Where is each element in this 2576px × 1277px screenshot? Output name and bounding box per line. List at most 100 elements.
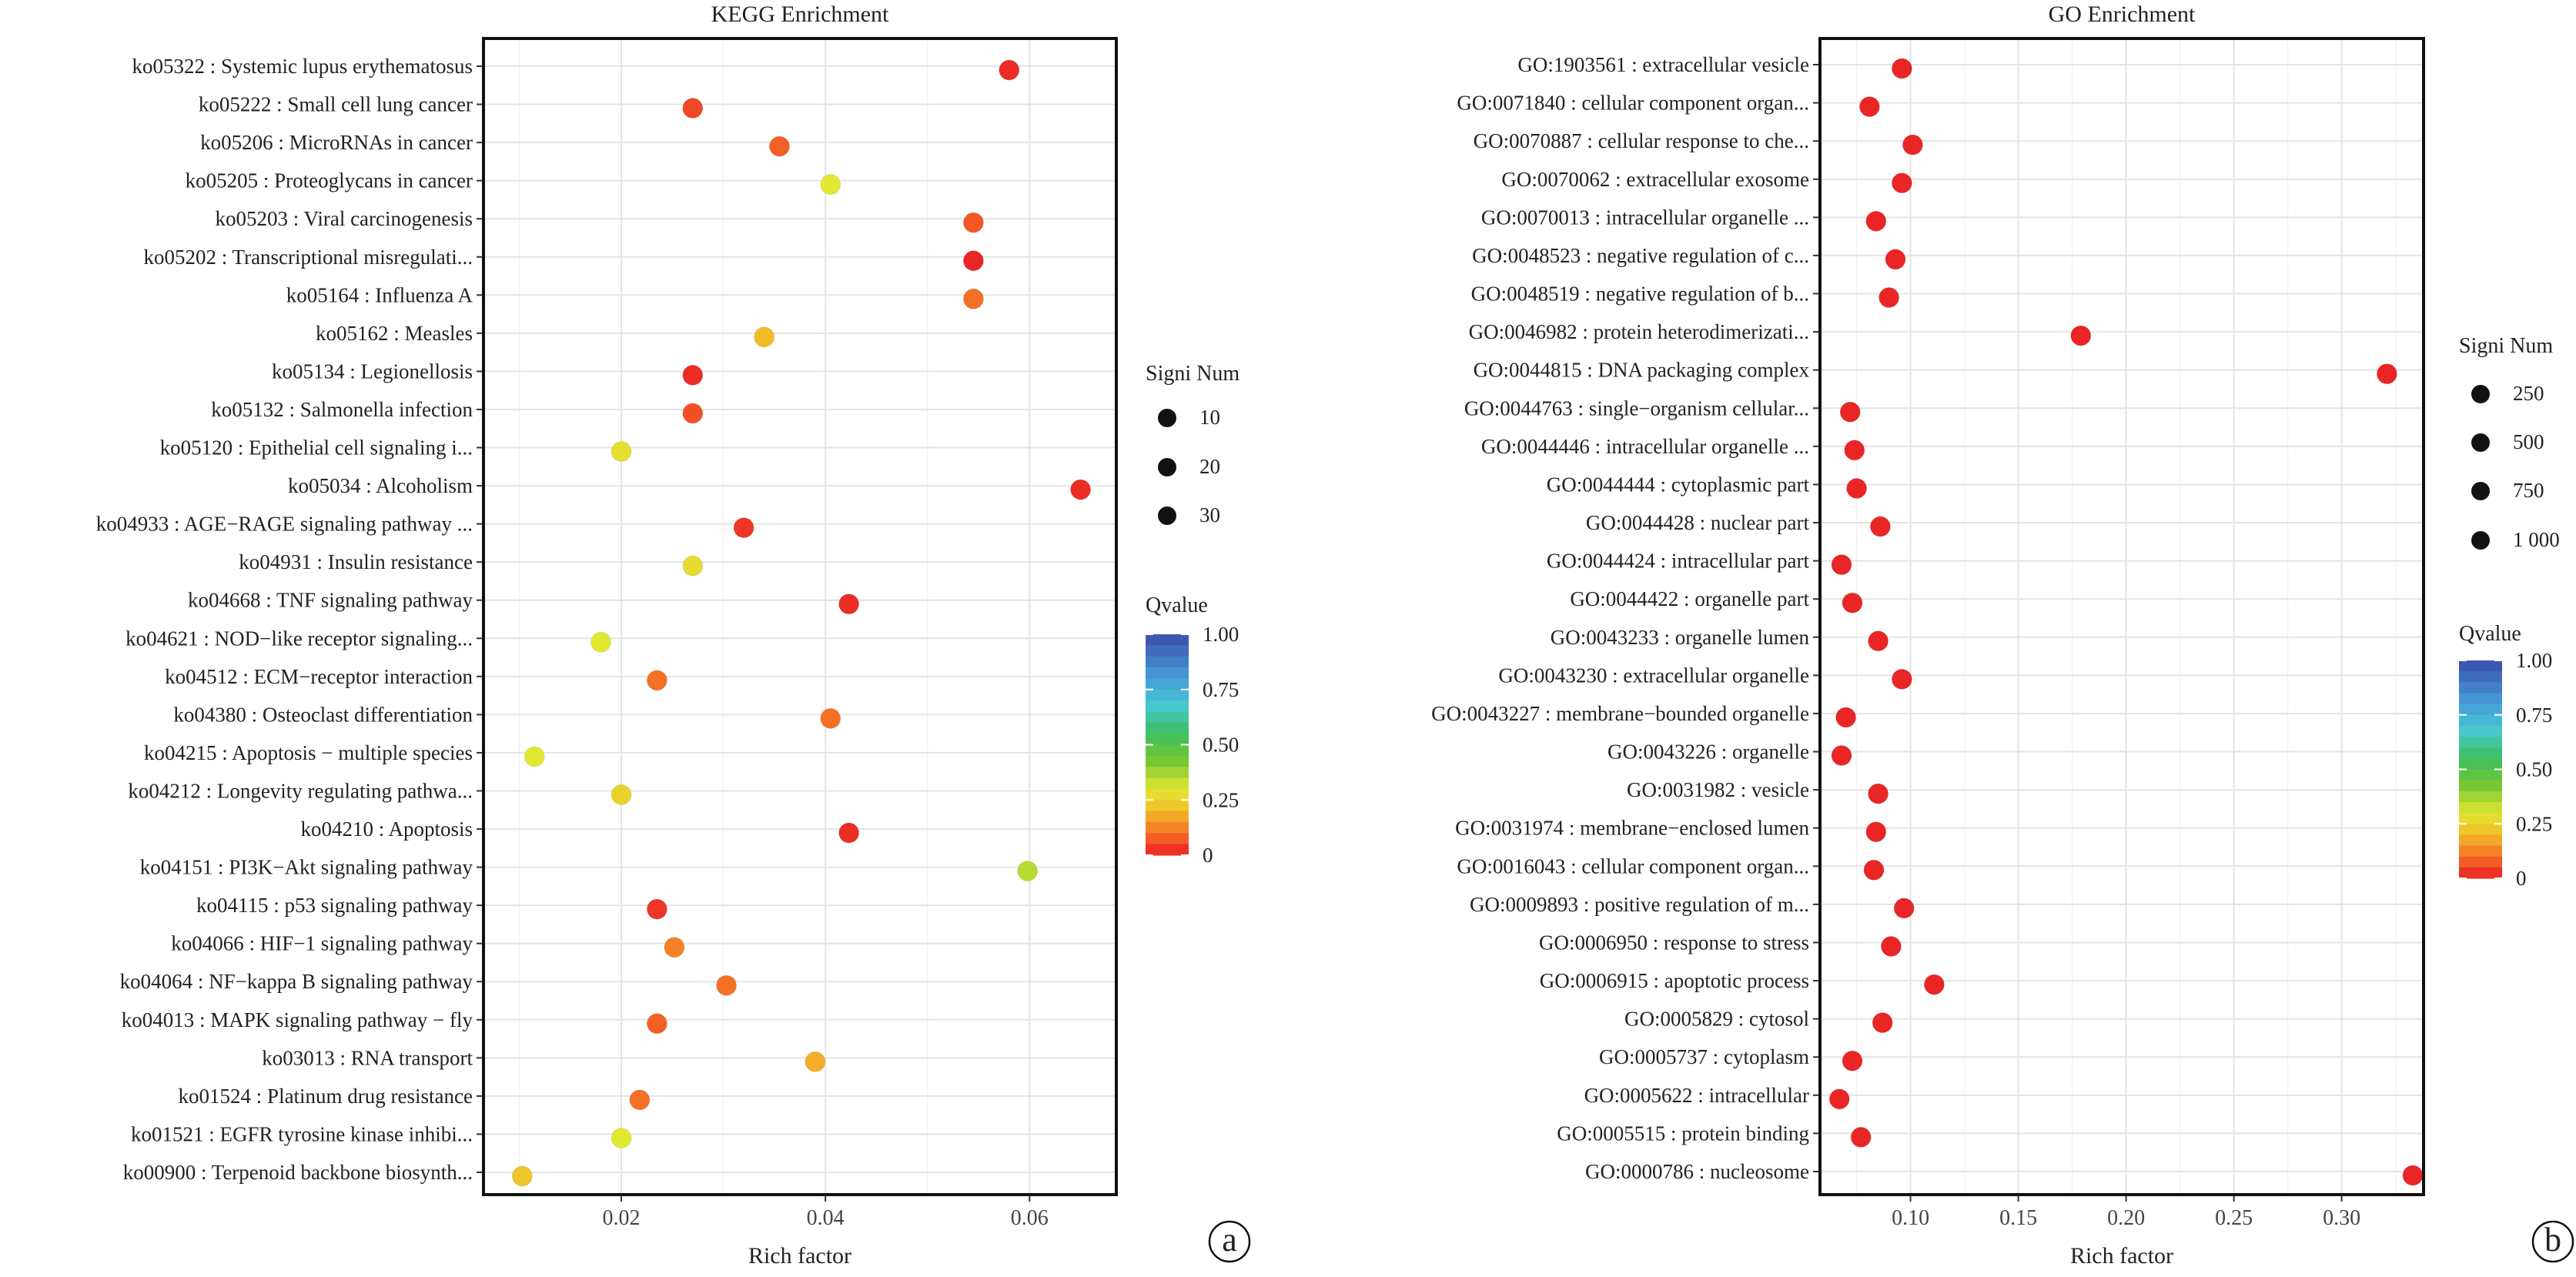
data-point — [1839, 401, 1861, 423]
qvalue-colorbar-segment — [2459, 747, 2502, 759]
qvalue-colorbar-segment — [2459, 769, 2502, 781]
kegg-points — [511, 59, 1092, 1187]
y-category-label: GO:0044424 : intracellular part — [1547, 550, 1810, 573]
data-point — [1863, 859, 1885, 881]
y-category-label: GO:0005829 : cytosol — [1624, 1008, 1809, 1031]
data-point — [754, 326, 775, 348]
data-point — [1868, 783, 1889, 804]
qvalue-colorbar-segment — [1146, 788, 1189, 801]
data-point — [820, 174, 841, 196]
x-tick-label: 0.30 — [2323, 1206, 2360, 1230]
data-point — [1923, 974, 1945, 995]
kegg-panel-label-circle — [1208, 1220, 1251, 1263]
data-point — [1865, 210, 1887, 232]
qvalue-colorbar-segment — [1146, 722, 1189, 734]
qvalue-colorbar-segment — [1146, 844, 1189, 856]
data-point — [1070, 479, 1092, 500]
y-category-label: ko05322 : Systemic lupus erythematosus — [132, 55, 473, 78]
data-point — [1831, 554, 1852, 576]
kegg-y-labels: ko05322 : Systemic lupus erythematosus ko… — [96, 55, 473, 1184]
y-category-label: GO:0000786 : nucleosome — [1585, 1160, 1809, 1183]
y-category-label: ko05132 : Salmonella infection — [211, 398, 473, 421]
y-category-label: ko05206 : MicroRNAs in cancer — [200, 131, 473, 154]
data-point — [682, 555, 704, 577]
colorbar-label: 0.25 — [2516, 812, 2552, 835]
qvalue-colorbar-segment — [1146, 667, 1189, 679]
kegg-size-legend: Signi Num 10 20 30 — [1146, 362, 1239, 527]
qvalue-colorbar-segment — [1146, 678, 1189, 690]
data-point — [1891, 668, 1912, 690]
colorbar-label: 0 — [1203, 844, 1213, 867]
kegg-size-legend-title: Signi Num — [1146, 362, 1239, 386]
x-tick-label: 0.02 — [602, 1206, 640, 1230]
y-category-label: ko04215 : Apoptosis − multiple species — [144, 741, 473, 764]
y-category-label: ko04933 : AGE−RAGE signaling pathway ... — [96, 513, 473, 536]
y-category-label: GO:0016043 : cellular component organ... — [1457, 854, 1809, 878]
data-point — [1846, 477, 1868, 499]
data-point — [1842, 592, 1863, 613]
data-point — [682, 364, 704, 386]
kegg-color-legend-title: Qvalue — [1146, 593, 1208, 617]
colorbar-label: 0 — [2516, 867, 2527, 890]
colorbar-label: 1.00 — [1203, 623, 1239, 646]
qvalue-colorbar-segment — [2459, 824, 2502, 835]
qvalue-colorbar-segment — [1146, 734, 1189, 746]
colorbar-label: 0.75 — [2516, 704, 2552, 727]
go-size-legend-title: Signi Num — [2459, 334, 2553, 358]
data-point — [805, 1051, 826, 1072]
qvalue-colorbar-segment — [2459, 780, 2502, 792]
data-point — [962, 212, 984, 233]
data-point — [2402, 1165, 2424, 1186]
y-category-label: ko04668 : TNF signaling pathway — [188, 589, 473, 612]
y-category-label: ko04210 : Apoptosis — [300, 817, 473, 841]
y-category-label: ko01524 : Platinum drug resistance — [179, 1085, 473, 1108]
x-tick-label: 0.15 — [1999, 1206, 2037, 1230]
data-point — [646, 670, 667, 691]
y-category-label: GO:0044444 : cytoplasmic part — [1547, 473, 1810, 496]
qvalue-colorbar-segment — [2459, 704, 2502, 716]
go-color-legend: Qvalue 1.00 0.75 0.50 0.25 0 — [2459, 622, 2552, 890]
data-point — [590, 631, 611, 653]
data-point — [838, 822, 860, 844]
y-category-label: GO:0031982 : vesicle — [1627, 778, 1809, 801]
qvalue-colorbar-segment — [2459, 856, 2502, 868]
colorbar-label: 0.25 — [1203, 788, 1239, 811]
qvalue-colorbar-segment — [2459, 737, 2502, 748]
y-category-label: GO:0071840 : cellular component organ... — [1457, 92, 1809, 115]
y-category-label: GO:0048519 : negative regulation of b... — [1471, 282, 1809, 306]
x-tick-label: 0.04 — [807, 1206, 845, 1230]
x-tick-label: 0.06 — [1011, 1206, 1049, 1230]
qvalue-colorbar-segment — [2459, 845, 2502, 857]
size-legend-dot — [1158, 506, 1176, 525]
qvalue-colorbar-segment — [1146, 811, 1189, 823]
data-point — [1865, 821, 1887, 843]
size-legend-dot — [2471, 482, 2490, 500]
y-category-label: GO:0044815 : DNA packaging complex — [1474, 359, 1810, 382]
y-category-label: ko04115 : p53 signaling pathway — [196, 894, 473, 917]
go-panel: GO:1903561 : extracellular vesicle GO:007… — [1431, 2, 2574, 1269]
go-points — [1828, 58, 2424, 1186]
y-category-label: ko04931 : Insulin resistance — [239, 550, 473, 573]
y-category-label: GO:0043227 : membrane−bounded organelle — [1431, 702, 1809, 725]
data-point — [1858, 96, 1880, 118]
kegg-color-legend: Qvalue 1.00 0.75 0.50 0.25 0 — [1146, 593, 1239, 867]
colorbar-label: 0.75 — [1203, 678, 1239, 701]
qvalue-colorbar-segment — [2459, 682, 2502, 694]
kegg-panel: ko05322 : Systemic lupus erythematosus ko… — [96, 2, 1251, 1269]
go-chart-title: GO Enrichment — [2049, 2, 2196, 27]
go-color-legend-title: Qvalue — [2459, 622, 2521, 646]
data-point — [1844, 440, 1865, 461]
y-category-label: GO:0044422 : organelle part — [1570, 587, 1809, 610]
y-category-label: GO:0006915 : apoptotic process — [1540, 969, 1809, 992]
y-category-label: ko05205 : Proteoglycans in cancer — [186, 169, 473, 192]
y-category-label: ko00900 : Terpenoid backbone biosynth... — [123, 1161, 473, 1184]
data-point — [646, 898, 667, 920]
data-point — [2376, 363, 2397, 385]
y-category-label: ko05203 : Viral carcinogenesis — [215, 207, 473, 230]
data-point — [1885, 249, 1906, 270]
size-legend-dot — [2471, 385, 2490, 403]
qvalue-colorbar-segment — [1146, 700, 1189, 713]
qvalue-colorbar-segment — [1146, 744, 1189, 757]
data-point — [1891, 172, 1912, 194]
kegg-plot-frame — [482, 37, 1118, 1196]
